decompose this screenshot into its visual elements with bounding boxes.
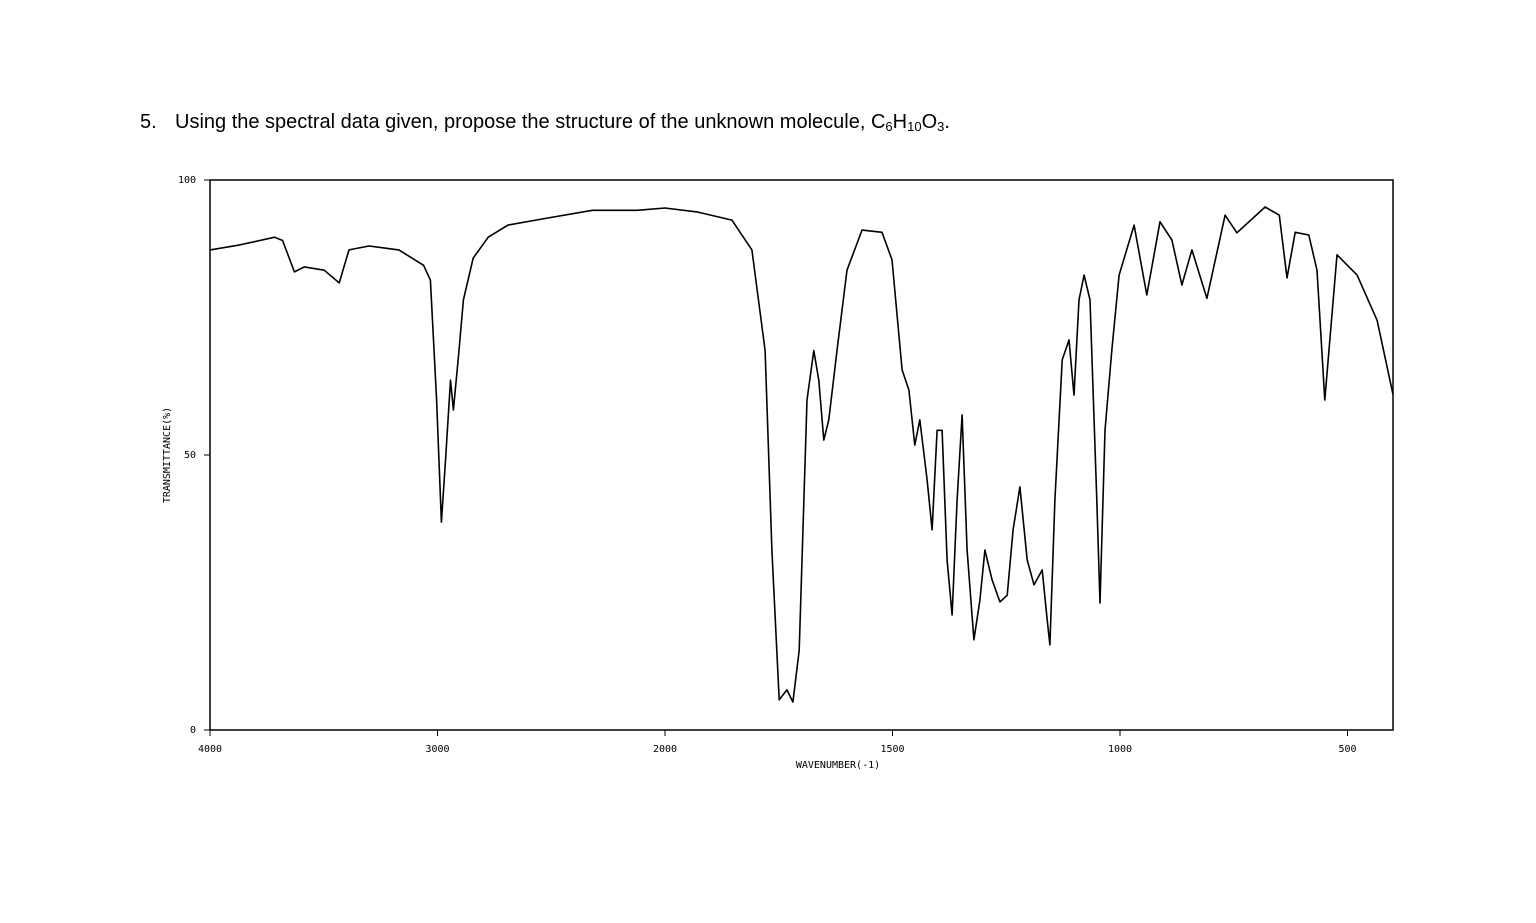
x-tick-label: 1000: [1108, 744, 1132, 755]
question-suffix: .: [944, 111, 950, 133]
question-text: Using the spectral data given, propose t…: [175, 111, 871, 133]
question: 5. Using the spectral data given, propose…: [140, 111, 950, 134]
formula-c: C: [870, 111, 886, 133]
formula-sub: 3: [937, 119, 945, 134]
x-tick-label: 2000: [653, 744, 677, 755]
formula-h: H: [892, 111, 908, 133]
x-tick-label: 4000: [198, 744, 222, 755]
question-number: 5.: [140, 111, 157, 133]
y-axis-label: TRANSMITTANCE(%): [162, 407, 173, 503]
y-tick-label: 0: [190, 725, 196, 736]
x-tick-label: 3000: [425, 744, 449, 755]
spectrum-line: [209, 206, 1394, 703]
formula-sub: 10: [907, 119, 922, 134]
x-axis-label: WAVENUMBER(-1): [796, 760, 880, 771]
x-tick-label: 500: [1338, 744, 1356, 755]
formula-o: O: [921, 111, 938, 133]
x-tick-label: 1500: [880, 744, 904, 755]
y-tick-label: 50: [184, 450, 196, 461]
formula-sub: 6: [885, 119, 893, 134]
y-tick-label: 100: [178, 175, 196, 186]
